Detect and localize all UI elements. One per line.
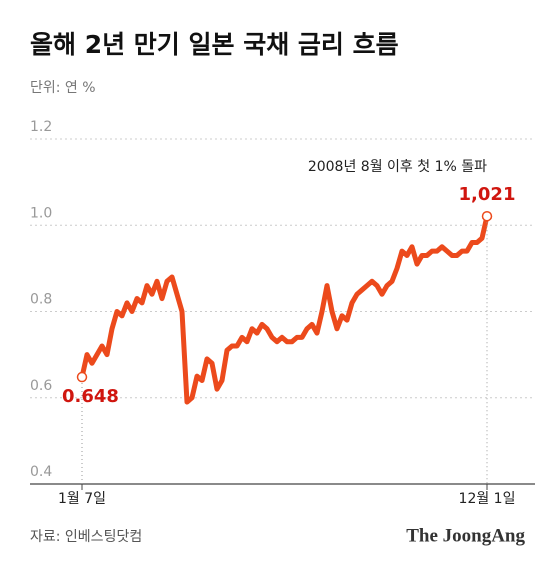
value-label: 0.648 [62, 386, 119, 407]
value-label: 1,021 [459, 184, 516, 205]
y-tick-label: 1.2 [30, 119, 52, 135]
annotation: 2008년 8월 이후 첫 1% 돌파 [308, 159, 487, 175]
y-tick-label: 0.6 [30, 378, 52, 394]
end-marker [76, 371, 88, 383]
source: 자료: 인베스팅닷컴 [30, 529, 142, 545]
line [79, 215, 490, 405]
x-tick-label: 12월 1일 [459, 491, 516, 507]
y-tick-label: 1.0 [30, 205, 52, 221]
brand: The JoongAng [406, 525, 525, 546]
y-tick-label: 0.8 [30, 292, 52, 308]
x-tick-label: 1월 7일 [58, 491, 106, 507]
end-marker [481, 210, 493, 222]
chart-title: 올해 2년 만기 일본 국채 금리 흐름 [30, 30, 399, 59]
y-tick-label: 0.4 [30, 464, 52, 480]
subtitle: 단위: 연 % [30, 80, 96, 96]
